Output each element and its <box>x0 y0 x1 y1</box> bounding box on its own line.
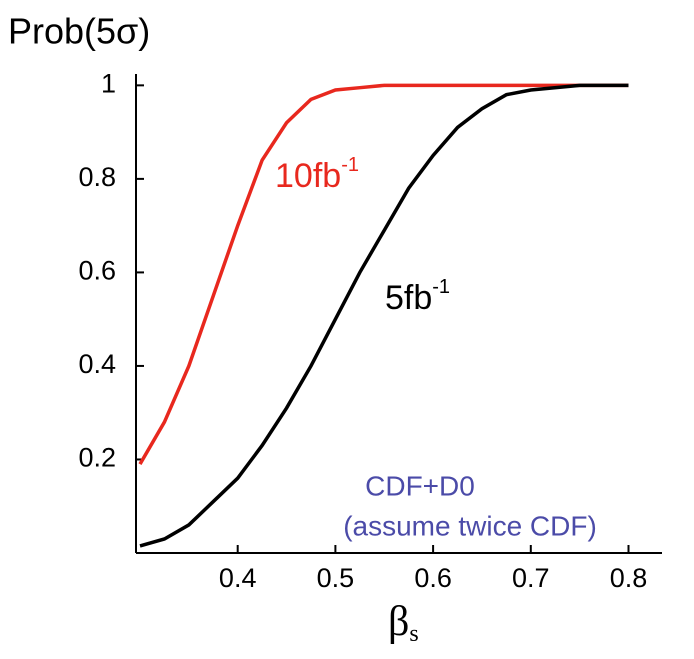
annotation: CDF+D0 <box>365 470 475 501</box>
series-label-name: 10fb <box>275 157 341 195</box>
annotation: (assume twice CDF) <box>343 510 597 541</box>
x-axis-label: βs <box>388 599 419 647</box>
y-tick-label: 0.8 <box>78 162 116 192</box>
y-axis-label: Prob(5σ) <box>8 11 150 52</box>
series-line <box>139 83 629 548</box>
y-tick-label: 1 <box>101 68 116 98</box>
y-tick-label: 0.4 <box>78 349 116 379</box>
x-tick-label: 0.5 <box>317 563 355 593</box>
y-tick-label: 0.2 <box>78 443 116 473</box>
x-label-sub: s <box>409 621 418 647</box>
x-tick-label: 0.8 <box>610 563 648 593</box>
x-tick-label: 0.7 <box>512 563 550 593</box>
series-label-sup: -1 <box>432 276 450 298</box>
series-label-sup: -1 <box>341 154 359 176</box>
series-label-name: 5fb <box>385 279 432 317</box>
x-label-main: β <box>388 599 409 645</box>
series-label: 10fb-1 <box>275 154 359 195</box>
series-line <box>138 83 629 466</box>
x-tick-label: 0.4 <box>219 563 257 593</box>
series-label: 5fb-1 <box>385 276 450 317</box>
x-tick-label: 0.6 <box>414 563 452 593</box>
y-tick-label: 0.6 <box>78 256 116 286</box>
